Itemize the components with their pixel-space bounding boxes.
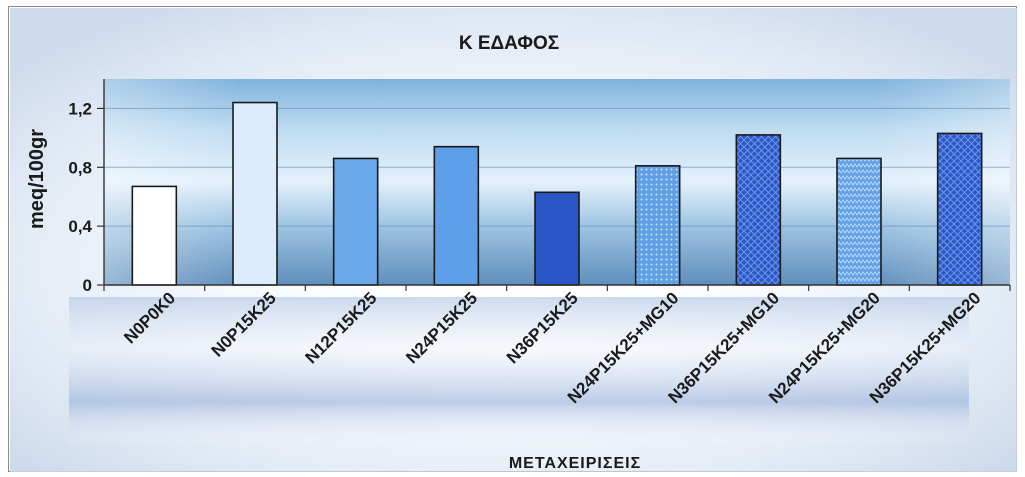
chart-title: Κ ΕΔΑΦΟΣ — [459, 33, 559, 54]
bar — [836, 157, 882, 286]
bar — [131, 185, 178, 286]
bar — [232, 101, 278, 286]
bar — [332, 157, 379, 286]
y-tick-label: 0 — [83, 276, 92, 295]
chart-frame: Κ ΕΔΑΦΟΣ meq/100gr ΜΕΤΑΧΕΙΡΙΣΕΙΣ 0 0,4 0,8… — [8, 6, 1017, 472]
axes — [97, 79, 1011, 291]
bar — [936, 132, 983, 286]
y-tick-label: 1,2 — [68, 99, 92, 118]
bar — [534, 191, 580, 286]
y-tick-labels: 0 0,4 0,8 1,2 — [68, 99, 92, 295]
lower-band — [69, 297, 969, 447]
y-tick-label: 0,4 — [68, 217, 92, 236]
y-tick-label: 0,8 — [68, 158, 92, 177]
x-axis-label: ΜΕΤΑΧΕΙΡΙΣΕΙΣ — [509, 455, 641, 472]
bar — [634, 165, 681, 286]
bar — [433, 145, 480, 286]
y-axis-label: meq/100gr — [26, 129, 48, 229]
bars — [131, 101, 983, 286]
bar-chart: Κ ΕΔΑΦΟΣ meq/100gr ΜΕΤΑΧΕΙΡΙΣΕΙΣ 0 0,4 0,8… — [10, 8, 1017, 472]
bar — [735, 134, 782, 286]
